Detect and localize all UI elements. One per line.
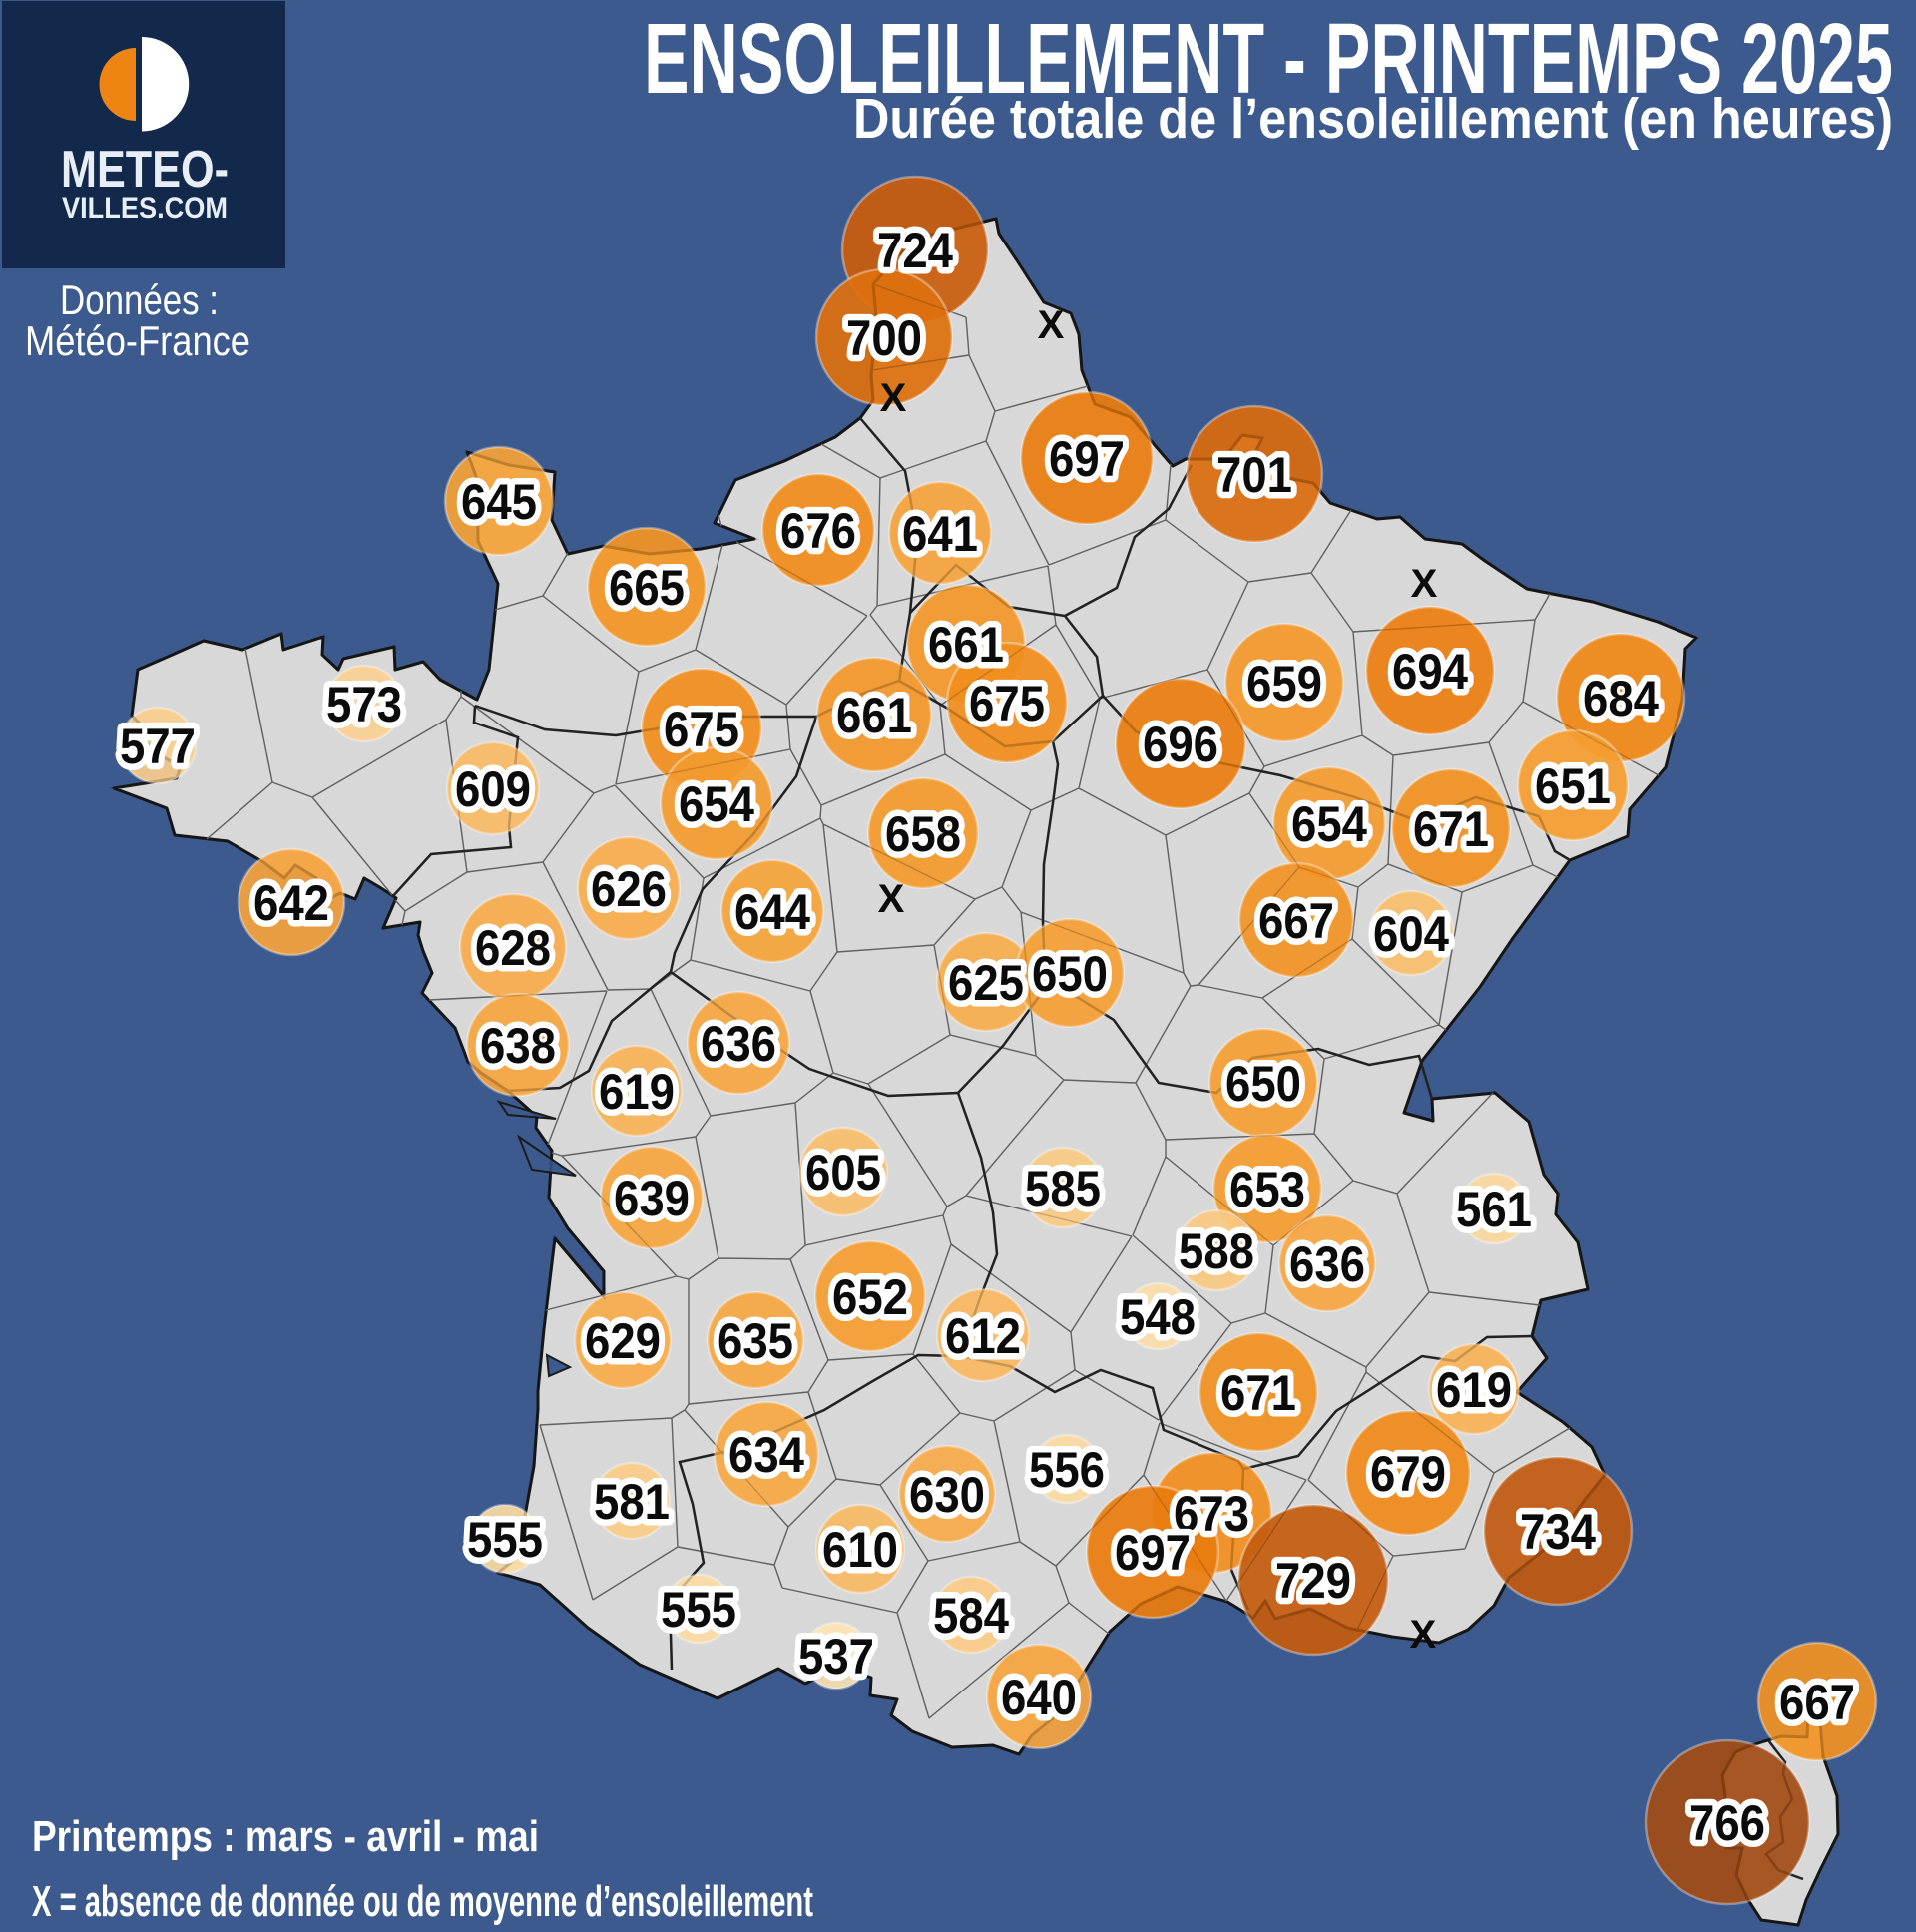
svg-text:650: 650	[1225, 1056, 1301, 1112]
svg-text:585: 585	[1025, 1161, 1101, 1216]
svg-text:577: 577	[120, 719, 196, 774]
svg-text:635: 635	[718, 1313, 793, 1369]
svg-text:625: 625	[948, 955, 1024, 1011]
svg-text:X: X	[1411, 562, 1438, 606]
svg-text:X: X	[878, 877, 905, 921]
svg-text:734: 734	[1520, 1504, 1596, 1560]
svg-text:METEO-: METEO-	[61, 141, 229, 199]
svg-text:628: 628	[475, 920, 551, 976]
svg-text:729: 729	[1275, 1553, 1351, 1609]
svg-text:VILLES.COM: VILLES.COM	[62, 192, 228, 225]
svg-text:604: 604	[1373, 906, 1449, 962]
svg-text:641: 641	[902, 506, 978, 562]
svg-text:696: 696	[1143, 717, 1218, 772]
svg-text:Météo-France: Météo-France	[25, 317, 250, 364]
svg-text:555: 555	[661, 1582, 736, 1638]
svg-text:697: 697	[1115, 1525, 1191, 1581]
svg-text:700: 700	[846, 310, 922, 366]
svg-text:636: 636	[701, 1016, 776, 1072]
svg-text:651: 651	[1535, 758, 1611, 814]
svg-text:694: 694	[1392, 644, 1468, 700]
svg-text:X: X	[1410, 1613, 1437, 1657]
svg-text:561: 561	[1456, 1182, 1532, 1237]
svg-text:652: 652	[832, 1269, 908, 1325]
svg-text:626: 626	[591, 861, 667, 917]
svg-text:548: 548	[1120, 1289, 1196, 1345]
svg-text:619: 619	[1436, 1362, 1512, 1418]
svg-text:658: 658	[885, 806, 961, 862]
svg-text:630: 630	[909, 1467, 985, 1523]
svg-text:636: 636	[1289, 1236, 1365, 1292]
svg-text:654: 654	[1291, 796, 1367, 852]
svg-text:665: 665	[609, 560, 685, 616]
svg-text:724: 724	[877, 223, 953, 278]
svg-text:679: 679	[1370, 1446, 1446, 1502]
svg-text:610: 610	[822, 1522, 898, 1578]
svg-text:673: 673	[1174, 1486, 1249, 1542]
svg-text:671: 671	[1220, 1365, 1296, 1421]
svg-text:X = absence de donnée ou de mo: X = absence de donnée ou de moyenne d’en…	[32, 1877, 813, 1926]
svg-text:573: 573	[326, 677, 402, 732]
svg-text:766: 766	[1689, 1795, 1765, 1851]
svg-text:588: 588	[1179, 1223, 1254, 1279]
svg-text:629: 629	[585, 1313, 661, 1369]
svg-text:556: 556	[1029, 1442, 1105, 1498]
svg-text:645: 645	[461, 474, 537, 530]
svg-text:684: 684	[1583, 671, 1659, 726]
svg-text:676: 676	[780, 503, 856, 559]
svg-text:667: 667	[1779, 1675, 1855, 1730]
svg-text:661: 661	[928, 617, 1004, 673]
svg-text:675: 675	[969, 676, 1045, 731]
svg-text:Printemps : mars - avril - mai: Printemps : mars - avril - mai	[32, 1812, 539, 1861]
svg-text:555: 555	[467, 1512, 543, 1568]
svg-text:634: 634	[728, 1427, 804, 1483]
svg-text:644: 644	[734, 884, 810, 940]
svg-text:640: 640	[1001, 1670, 1077, 1725]
svg-text:619: 619	[599, 1064, 675, 1120]
svg-text:661: 661	[836, 688, 912, 743]
svg-text:537: 537	[798, 1629, 874, 1685]
svg-text:650: 650	[1032, 946, 1108, 1002]
svg-text:701: 701	[1216, 447, 1292, 503]
svg-text:671: 671	[1413, 801, 1489, 857]
svg-text:697: 697	[1049, 431, 1125, 487]
svg-text:653: 653	[1229, 1162, 1305, 1217]
svg-text:605: 605	[805, 1145, 881, 1201]
svg-text:581: 581	[594, 1474, 670, 1530]
svg-text:Durée totale de l’ensoleilleme: Durée totale de l’ensoleillement (en heu…	[853, 87, 1893, 151]
svg-text:659: 659	[1246, 656, 1322, 712]
svg-text:X: X	[880, 376, 907, 420]
svg-text:X: X	[1038, 303, 1065, 347]
svg-text:667: 667	[1258, 893, 1334, 949]
svg-text:612: 612	[945, 1308, 1021, 1364]
svg-text:609: 609	[455, 761, 531, 817]
svg-text:675: 675	[664, 702, 739, 757]
svg-text:639: 639	[614, 1171, 690, 1226]
svg-text:654: 654	[679, 776, 754, 832]
svg-text:642: 642	[253, 875, 329, 931]
svg-text:584: 584	[933, 1588, 1009, 1644]
svg-text:Données :: Données :	[60, 276, 219, 323]
svg-text:ENSOLEILLEMENT - PRINTEMPS 202: ENSOLEILLEMENT - PRINTEMPS 2025	[644, 3, 1893, 115]
svg-text:638: 638	[480, 1018, 556, 1074]
